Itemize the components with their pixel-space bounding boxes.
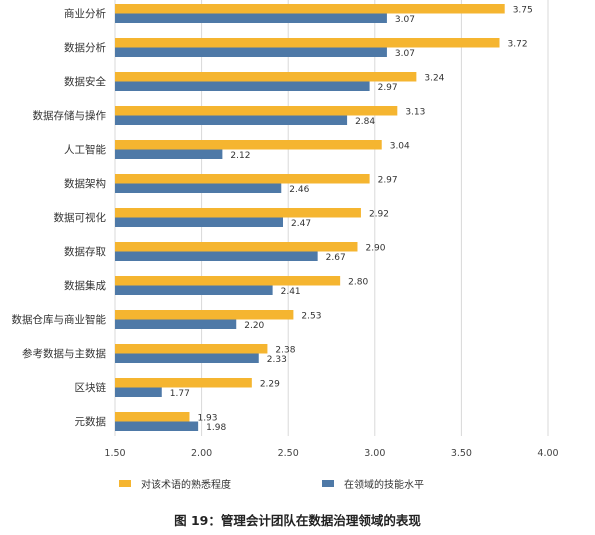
data-label: 2.20 [244,321,264,331]
bar-skill [115,115,348,125]
bar-skill [115,387,162,397]
data-label: 1.93 [197,413,217,423]
bar-familiarity [115,378,252,388]
data-label: 2.41 [281,287,301,297]
data-label: 2.80 [348,277,368,287]
x-tick-label: 3.00 [364,448,385,459]
legend-label-familiarity: 对该术语的熟悉程度 [141,480,231,491]
legend: 对该术语的熟悉程度 在领域的技能水平 [0,476,595,492]
data-label: 2.12 [230,151,250,161]
legend-item-skill: 在领域的技能水平 [322,476,424,491]
bar-familiarity [115,4,505,14]
data-label: 3.13 [405,107,425,117]
bar-familiarity [115,106,398,116]
data-label: 2.90 [365,243,385,253]
data-label: 2.67 [326,253,346,263]
data-label: 2.33 [267,355,287,365]
category-label: 数据仓库与商业智能 [12,313,107,326]
legend-swatch-skill [322,480,334,487]
x-tick-label: 4.00 [537,448,558,459]
bar-skill [115,149,223,159]
category-label: 数据存储与操作 [33,109,107,122]
data-label: 3.72 [508,39,528,49]
bar-skill [115,217,284,227]
category-label: 人工智能 [64,143,106,156]
bar-familiarity [115,208,361,218]
category-label: 数据安全 [64,75,106,88]
data-label: 2.92 [369,209,389,219]
bar-skill [115,183,282,193]
bar-skill [115,251,318,261]
data-label: 1.77 [170,389,190,399]
x-tick-label: 1.50 [104,448,125,459]
bar-skill [115,285,273,295]
category-label: 商业分析 [64,7,106,20]
data-label: 3.24 [424,73,444,83]
bar-skill [115,319,237,329]
figure-caption: 图 19：管理会计团队在数据治理领域的表现 [174,513,421,528]
category-label: 参考数据与主数据 [22,347,106,360]
data-label: 3.07 [395,15,415,25]
bar-familiarity [115,242,358,252]
legend-swatch-familiarity [119,480,131,487]
bar-skill [115,47,387,57]
bar-familiarity [115,38,500,48]
data-label: 1.98 [206,423,226,433]
data-label: 2.53 [301,311,321,321]
category-label: 数据分析 [64,41,106,54]
bar-familiarity [115,310,294,320]
legend-label-skill: 在领域的技能水平 [344,480,424,491]
bar-familiarity [115,72,417,82]
data-label: 3.04 [390,141,410,151]
bar-familiarity [115,412,190,422]
bar-skill [115,353,259,363]
data-label: 2.46 [289,185,309,195]
data-label: 3.07 [395,49,415,59]
bar-familiarity [115,276,341,286]
category-label: 数据架构 [64,177,106,190]
data-label: 2.84 [355,117,375,127]
bar-familiarity [115,344,268,354]
x-tick-label: 2.50 [278,448,299,459]
x-tick-label: 3.50 [451,448,472,459]
data-label: 2.97 [378,175,398,185]
data-label: 2.38 [275,345,295,355]
category-label: 数据集成 [64,279,106,292]
category-label: 元数据 [75,415,107,428]
category-label: 数据可视化 [54,211,107,224]
bar-chart: 1.50 2.00 2.50 3.00 3.50 4.00 3.75 3.07 商业分析 3.72… [12,0,559,459]
category-label: 区块链 [75,381,107,394]
bar-familiarity [115,174,370,184]
x-tick-label: 2.00 [191,448,212,459]
data-label: 2.29 [260,379,280,389]
bar-skill [115,13,387,23]
legend-item-familiarity: 对该术语的熟悉程度 [119,476,231,491]
bar-familiarity [115,140,382,150]
bar-skill [115,81,370,91]
data-label: 3.75 [513,5,533,15]
data-label: 2.97 [378,83,398,93]
category-label: 数据存取 [64,245,106,258]
data-label: 2.47 [291,219,311,229]
bar-skill [115,421,199,431]
